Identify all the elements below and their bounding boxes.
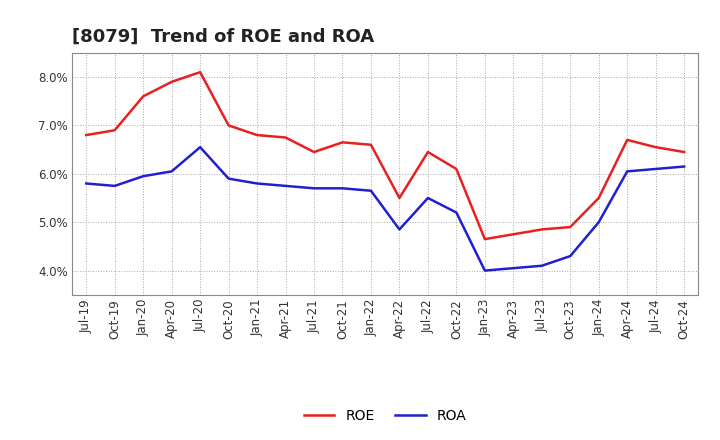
ROA (395, 227, 404, 232)
ROA (167, 169, 176, 174)
ROE (82, 132, 91, 138)
ROE (680, 150, 688, 155)
ROA (566, 253, 575, 259)
ROA (196, 144, 204, 150)
ROA (537, 263, 546, 268)
ROE (537, 227, 546, 232)
ROA (623, 169, 631, 174)
ROE (167, 79, 176, 84)
ROE (652, 144, 660, 150)
ROE (623, 137, 631, 143)
ROE (595, 195, 603, 201)
ROA (82, 181, 91, 186)
ROE (452, 166, 461, 172)
ROE (423, 150, 432, 155)
ROE (139, 94, 148, 99)
ROE (338, 139, 347, 145)
ROE (253, 132, 261, 138)
ROA (480, 268, 489, 273)
ROA (282, 183, 290, 188)
Line: ROE: ROE (86, 72, 684, 239)
ROA (139, 174, 148, 179)
ROE (225, 123, 233, 128)
ROE (509, 231, 518, 237)
ROE (282, 135, 290, 140)
ROE (310, 150, 318, 155)
ROA (366, 188, 375, 194)
ROE (395, 195, 404, 201)
ROE (566, 224, 575, 230)
ROA (680, 164, 688, 169)
Text: [8079]  Trend of ROE and ROA: [8079] Trend of ROE and ROA (72, 28, 374, 46)
ROA (595, 220, 603, 225)
ROE (366, 142, 375, 147)
ROA (652, 166, 660, 172)
ROA (310, 186, 318, 191)
ROE (110, 128, 119, 133)
ROA (452, 210, 461, 215)
ROA (423, 195, 432, 201)
ROA (338, 186, 347, 191)
ROA (110, 183, 119, 188)
ROA (509, 266, 518, 271)
Legend: ROE, ROA: ROE, ROA (298, 403, 472, 428)
ROA (253, 181, 261, 186)
ROE (196, 70, 204, 75)
Line: ROA: ROA (86, 147, 684, 271)
ROE (480, 237, 489, 242)
ROA (225, 176, 233, 181)
